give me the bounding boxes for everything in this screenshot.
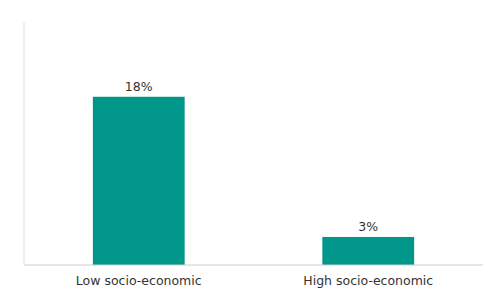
data-label: 18% [125, 79, 153, 94]
x-axis-line [24, 265, 483, 266]
x-tick-label: Low socio-economic [76, 273, 202, 288]
data-label: 3% [358, 219, 378, 234]
x-tick-label: High socio-economic [303, 273, 433, 288]
chart: Low socio-economic High socio-economic 18%… [0, 0, 499, 301]
bar [322, 237, 414, 265]
bars [93, 97, 414, 265]
y-axis-line [24, 22, 25, 265]
chart-container: Low socio-economic High socio-economic 18%… [0, 0, 499, 301]
bar [93, 97, 185, 265]
